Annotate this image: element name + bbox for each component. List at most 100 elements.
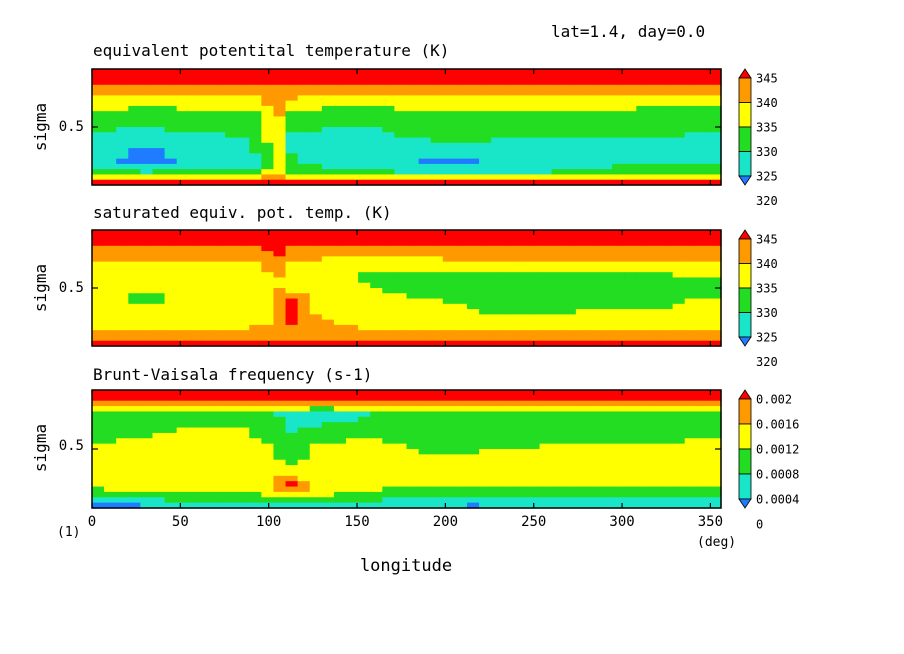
contour-cell	[696, 491, 710, 498]
contour-cell	[418, 116, 432, 123]
contour-cell	[442, 256, 456, 263]
contour-cell	[261, 142, 275, 149]
contour-cell	[684, 169, 698, 176]
colorbar-label: 340	[756, 257, 778, 271]
contour-cell	[285, 470, 299, 477]
contour-cell	[200, 116, 214, 123]
contour-cell	[551, 443, 565, 450]
contour-cell	[587, 251, 601, 257]
contour-cell	[140, 422, 154, 429]
contour-cell	[370, 240, 383, 247]
contour-cell	[406, 121, 420, 128]
contour-cell	[309, 324, 323, 331]
contour-cell	[612, 95, 625, 102]
contour-cell	[309, 486, 323, 493]
contour-cell	[515, 309, 529, 315]
contour-cell	[358, 465, 371, 472]
contour-cell	[515, 282, 529, 289]
contour-cell	[491, 266, 504, 273]
contour-cell	[612, 335, 625, 342]
contour-cell	[648, 121, 662, 128]
contour-cell	[212, 235, 226, 242]
contour-cell	[92, 288, 105, 294]
contour-cell	[648, 432, 662, 439]
contour-cell	[394, 100, 408, 107]
contour-cell	[346, 340, 359, 347]
contour-cell	[684, 303, 698, 310]
contour-cell	[297, 335, 311, 342]
contour-cell	[394, 459, 408, 466]
contour-cell	[527, 251, 541, 257]
contour-cell	[128, 491, 141, 498]
contour-cell	[636, 443, 650, 450]
contour-cell	[503, 137, 516, 144]
contour-cell	[140, 245, 154, 252]
contour-cell	[406, 142, 420, 149]
contour-cell	[261, 502, 275, 509]
contour-cell	[406, 153, 420, 160]
contour-cell	[128, 481, 141, 488]
contour-cell	[587, 288, 601, 294]
contour-cell	[406, 438, 420, 445]
contour-cell	[479, 288, 492, 294]
contour-cell	[140, 174, 154, 181]
contour-cell	[104, 174, 117, 181]
contour-cell	[237, 459, 250, 466]
contour-cell	[200, 127, 214, 133]
contour-cell	[297, 127, 311, 133]
contour-cell	[503, 272, 516, 279]
contour-cell	[249, 90, 262, 96]
contour-cell	[430, 137, 444, 144]
contour-cell	[575, 74, 589, 81]
contour-cell	[212, 432, 226, 439]
colorbar-label: 0	[756, 518, 763, 532]
contour-cell	[442, 319, 456, 326]
contour-cell	[418, 127, 432, 133]
contour-cell	[575, 266, 589, 273]
contour-cell	[515, 465, 529, 472]
contour-cell	[116, 335, 129, 342]
contour-cell	[128, 330, 141, 337]
contour-cell	[430, 251, 444, 257]
contour-cell	[358, 79, 371, 86]
contour-cell	[212, 319, 226, 326]
contour-cell	[672, 179, 686, 186]
contour-cell	[188, 282, 202, 289]
contour-cell	[225, 174, 238, 181]
contour-cell	[358, 256, 371, 263]
contour-cell	[600, 116, 613, 123]
contour-cell	[563, 303, 577, 310]
contour-cell	[176, 443, 190, 450]
contour-cell	[660, 272, 674, 279]
contour-cell	[237, 240, 250, 247]
contour-cell	[587, 158, 601, 165]
contour-cell	[370, 111, 383, 118]
contour-cell	[212, 137, 226, 144]
contour-cell	[418, 132, 432, 139]
contour-cell	[261, 121, 275, 128]
contour-cell	[140, 153, 154, 160]
contour-cell	[612, 282, 625, 289]
contour-cell	[116, 256, 129, 263]
contour-cell	[636, 111, 650, 118]
contour-cell	[684, 116, 698, 123]
contour-cell	[479, 158, 492, 165]
contour-cell	[370, 427, 383, 434]
contour-cell	[237, 148, 250, 154]
contour-cell	[237, 235, 250, 242]
contour-cell	[587, 475, 601, 482]
contour-cell	[503, 235, 516, 242]
contour-cell	[225, 465, 238, 472]
contour-cell	[309, 158, 323, 165]
contour-cell	[527, 475, 541, 482]
contour-cell	[696, 132, 710, 139]
contour-cell	[551, 132, 565, 139]
contour-cell	[200, 230, 214, 236]
contour-cell	[515, 416, 529, 423]
contour-cell	[587, 235, 601, 242]
contour-cell	[188, 449, 202, 455]
contour-cell	[612, 121, 625, 128]
contour-cell	[309, 132, 323, 139]
contour-cell	[672, 169, 686, 176]
contour-cell	[551, 111, 565, 118]
